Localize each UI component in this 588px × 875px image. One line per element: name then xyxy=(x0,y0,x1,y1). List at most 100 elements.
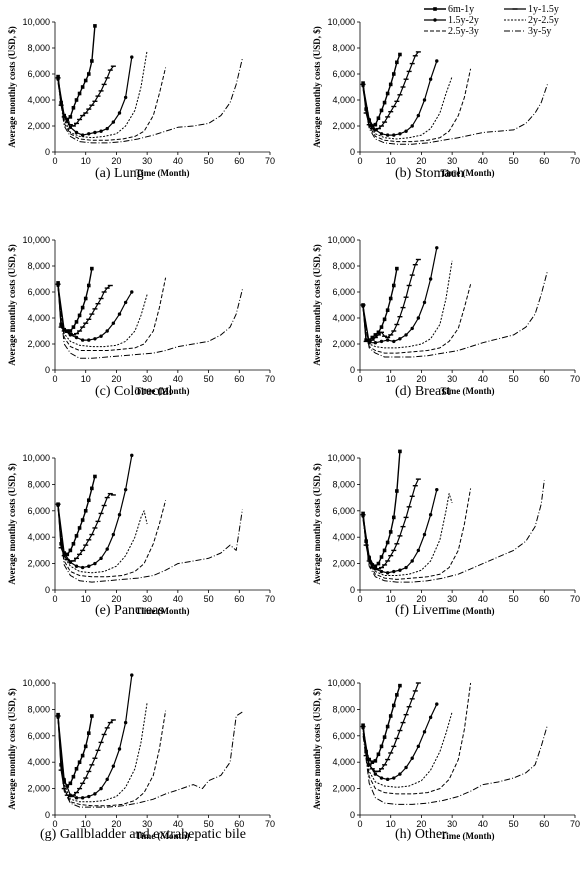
legend-item-1-5y-2y: 1.5y-2y xyxy=(424,15,479,26)
legend-item-1y-1-5y: 1y-1.5y xyxy=(504,4,559,15)
x-axis-label: Time (Month) xyxy=(135,606,189,616)
x-tick-label: 50 xyxy=(204,156,214,166)
x-tick-label: 10 xyxy=(81,819,91,829)
x-tick-label: 10 xyxy=(386,374,396,384)
series-point-6m-1y xyxy=(370,760,375,764)
series-point-6m-1y xyxy=(65,329,70,333)
series-point-6m-1y xyxy=(373,333,378,337)
legend: 6m-1y 1y-1.5y 1.5y-2y 2y-2.5y 2.5y-3y 3y-5y xyxy=(424,4,559,37)
x-tick-label: 70 xyxy=(570,594,580,604)
series-point-6m-1y xyxy=(56,74,60,79)
series-line-3y-5y xyxy=(57,509,243,583)
series-point-1-5y-2y xyxy=(392,339,396,344)
y-tick-label: 2,000 xyxy=(27,121,50,131)
series-line-2y-2-5y xyxy=(57,702,148,803)
series-point-6m-1y xyxy=(376,752,381,757)
series-point-1-5y-2y xyxy=(435,246,439,250)
legend-swatch-marker xyxy=(433,18,437,22)
series-line-1-5y-2y xyxy=(57,675,133,799)
x-tick-label: 10 xyxy=(81,374,91,384)
series-line-1y-1-5y xyxy=(57,493,114,562)
series-point-1-5y-2y xyxy=(123,300,128,305)
series-line-2-5y-3y xyxy=(362,284,472,354)
series-point-1-5y-2y xyxy=(111,532,116,537)
y-tick-label: 4,000 xyxy=(332,532,355,542)
x-axis-label: Time (Month) xyxy=(135,168,189,178)
y-tick-label: 2,000 xyxy=(27,559,50,569)
y-tick-label: 2,000 xyxy=(332,339,355,349)
x-tick-label: 40 xyxy=(478,594,488,604)
y-tick-label: 8,000 xyxy=(27,43,50,53)
x-tick-label: 50 xyxy=(509,374,519,384)
series-line-3y-5y xyxy=(57,58,243,144)
chart-panel-2: 0 2,000 4,000 6,000 8,000 10,000 0 10 20 30 40 50 60… xyxy=(312,17,580,181)
series-point-1-5y-2y xyxy=(68,560,73,564)
series-point-6m-1y xyxy=(74,98,79,102)
y-tick-label: 2,000 xyxy=(27,784,50,794)
series-point-6m-1y xyxy=(80,753,85,758)
series-point-1-5y-2y xyxy=(422,300,427,305)
series-point-1-5y-2y xyxy=(385,338,390,342)
y-tick-label: 10,000 xyxy=(327,678,355,688)
x-axis-label: Time (Month) xyxy=(440,386,494,396)
series-point-6m-1y xyxy=(93,24,97,28)
y-tick-label: 2,000 xyxy=(332,121,355,131)
series-point-1-5y-2y xyxy=(410,326,414,331)
series-point-6m-1y xyxy=(370,563,375,567)
series-point-1-5y-2y xyxy=(117,513,122,517)
series-point-1-5y-2y xyxy=(105,547,109,551)
series-point-1-5y-2y xyxy=(416,113,421,118)
x-tick-label: 20 xyxy=(111,594,121,604)
x-tick-label: 20 xyxy=(111,156,121,166)
y-tick-label: 10,000 xyxy=(327,17,355,27)
series-point-6m-1y xyxy=(379,744,384,749)
series-point-1-5y-2y xyxy=(68,333,73,337)
series-point-1-5y-2y xyxy=(428,715,433,720)
y-tick-label: 4,000 xyxy=(27,757,50,767)
series-line-2y-2-5y xyxy=(57,506,148,574)
y-tick-label: 10,000 xyxy=(22,453,50,463)
series-point-1-5y-2y xyxy=(435,487,439,492)
series-line-3y-5y xyxy=(57,711,243,808)
series-point-1-5y-2y xyxy=(404,565,408,570)
series-point-6m-1y xyxy=(93,474,97,479)
series-point-1-5y-2y xyxy=(379,132,384,136)
series-point-1-5y-2y xyxy=(93,561,97,566)
series-point-1-5y-2y xyxy=(379,339,384,344)
x-tick-label: 0 xyxy=(52,156,57,166)
y-tick-label: 0 xyxy=(350,147,355,157)
series-point-1-5y-2y xyxy=(130,290,134,294)
x-tick-label: 10 xyxy=(386,819,396,829)
series-point-1-5y-2y xyxy=(56,283,60,288)
x-tick-label: 40 xyxy=(478,374,488,384)
x-tick-label: 40 xyxy=(173,156,183,166)
series-point-1-5y-2y xyxy=(385,133,390,137)
x-tick-label: 40 xyxy=(173,594,183,604)
series-point-1-5y-2y xyxy=(379,776,384,780)
legend-label: 1y-1.5y xyxy=(528,4,559,15)
y-tick-label: 6,000 xyxy=(27,69,50,79)
series-line-3y-5y xyxy=(362,725,548,805)
x-tick-label: 10 xyxy=(81,594,91,604)
chart-panel-1: 0 2,000 4,000 6,000 8,000 10,000 0 10 20 30 40 50 60… xyxy=(7,17,275,181)
y-tick-label: 4,000 xyxy=(27,95,50,105)
y-tick-label: 6,000 xyxy=(332,506,355,516)
series-point-1-5y-2y xyxy=(80,796,85,800)
series-point-1-5y-2y xyxy=(416,316,421,320)
series-line-1-5y-2y xyxy=(362,489,438,574)
series-point-6m-1y xyxy=(388,296,393,301)
panel-caption: (g) Gallbladder and extrahepatic bile xyxy=(40,827,246,842)
series-point-1-5y-2y xyxy=(80,338,85,342)
series-point-1-5y-2y xyxy=(410,124,414,128)
y-tick-label: 6,000 xyxy=(27,506,50,516)
series-point-6m-1y xyxy=(376,330,381,335)
series-point-6m-1y xyxy=(68,548,73,553)
x-tick-label: 20 xyxy=(111,819,121,829)
series-point-1-5y-2y xyxy=(105,126,109,131)
series-point-6m-1y xyxy=(90,486,94,491)
legend-label: 6m-1y xyxy=(448,4,474,15)
series-point-1-5y-2y xyxy=(398,132,402,136)
x-tick-label: 30 xyxy=(447,374,457,384)
series-point-6m-1y xyxy=(385,540,390,545)
x-axis-label: Time (Month) xyxy=(440,606,494,616)
